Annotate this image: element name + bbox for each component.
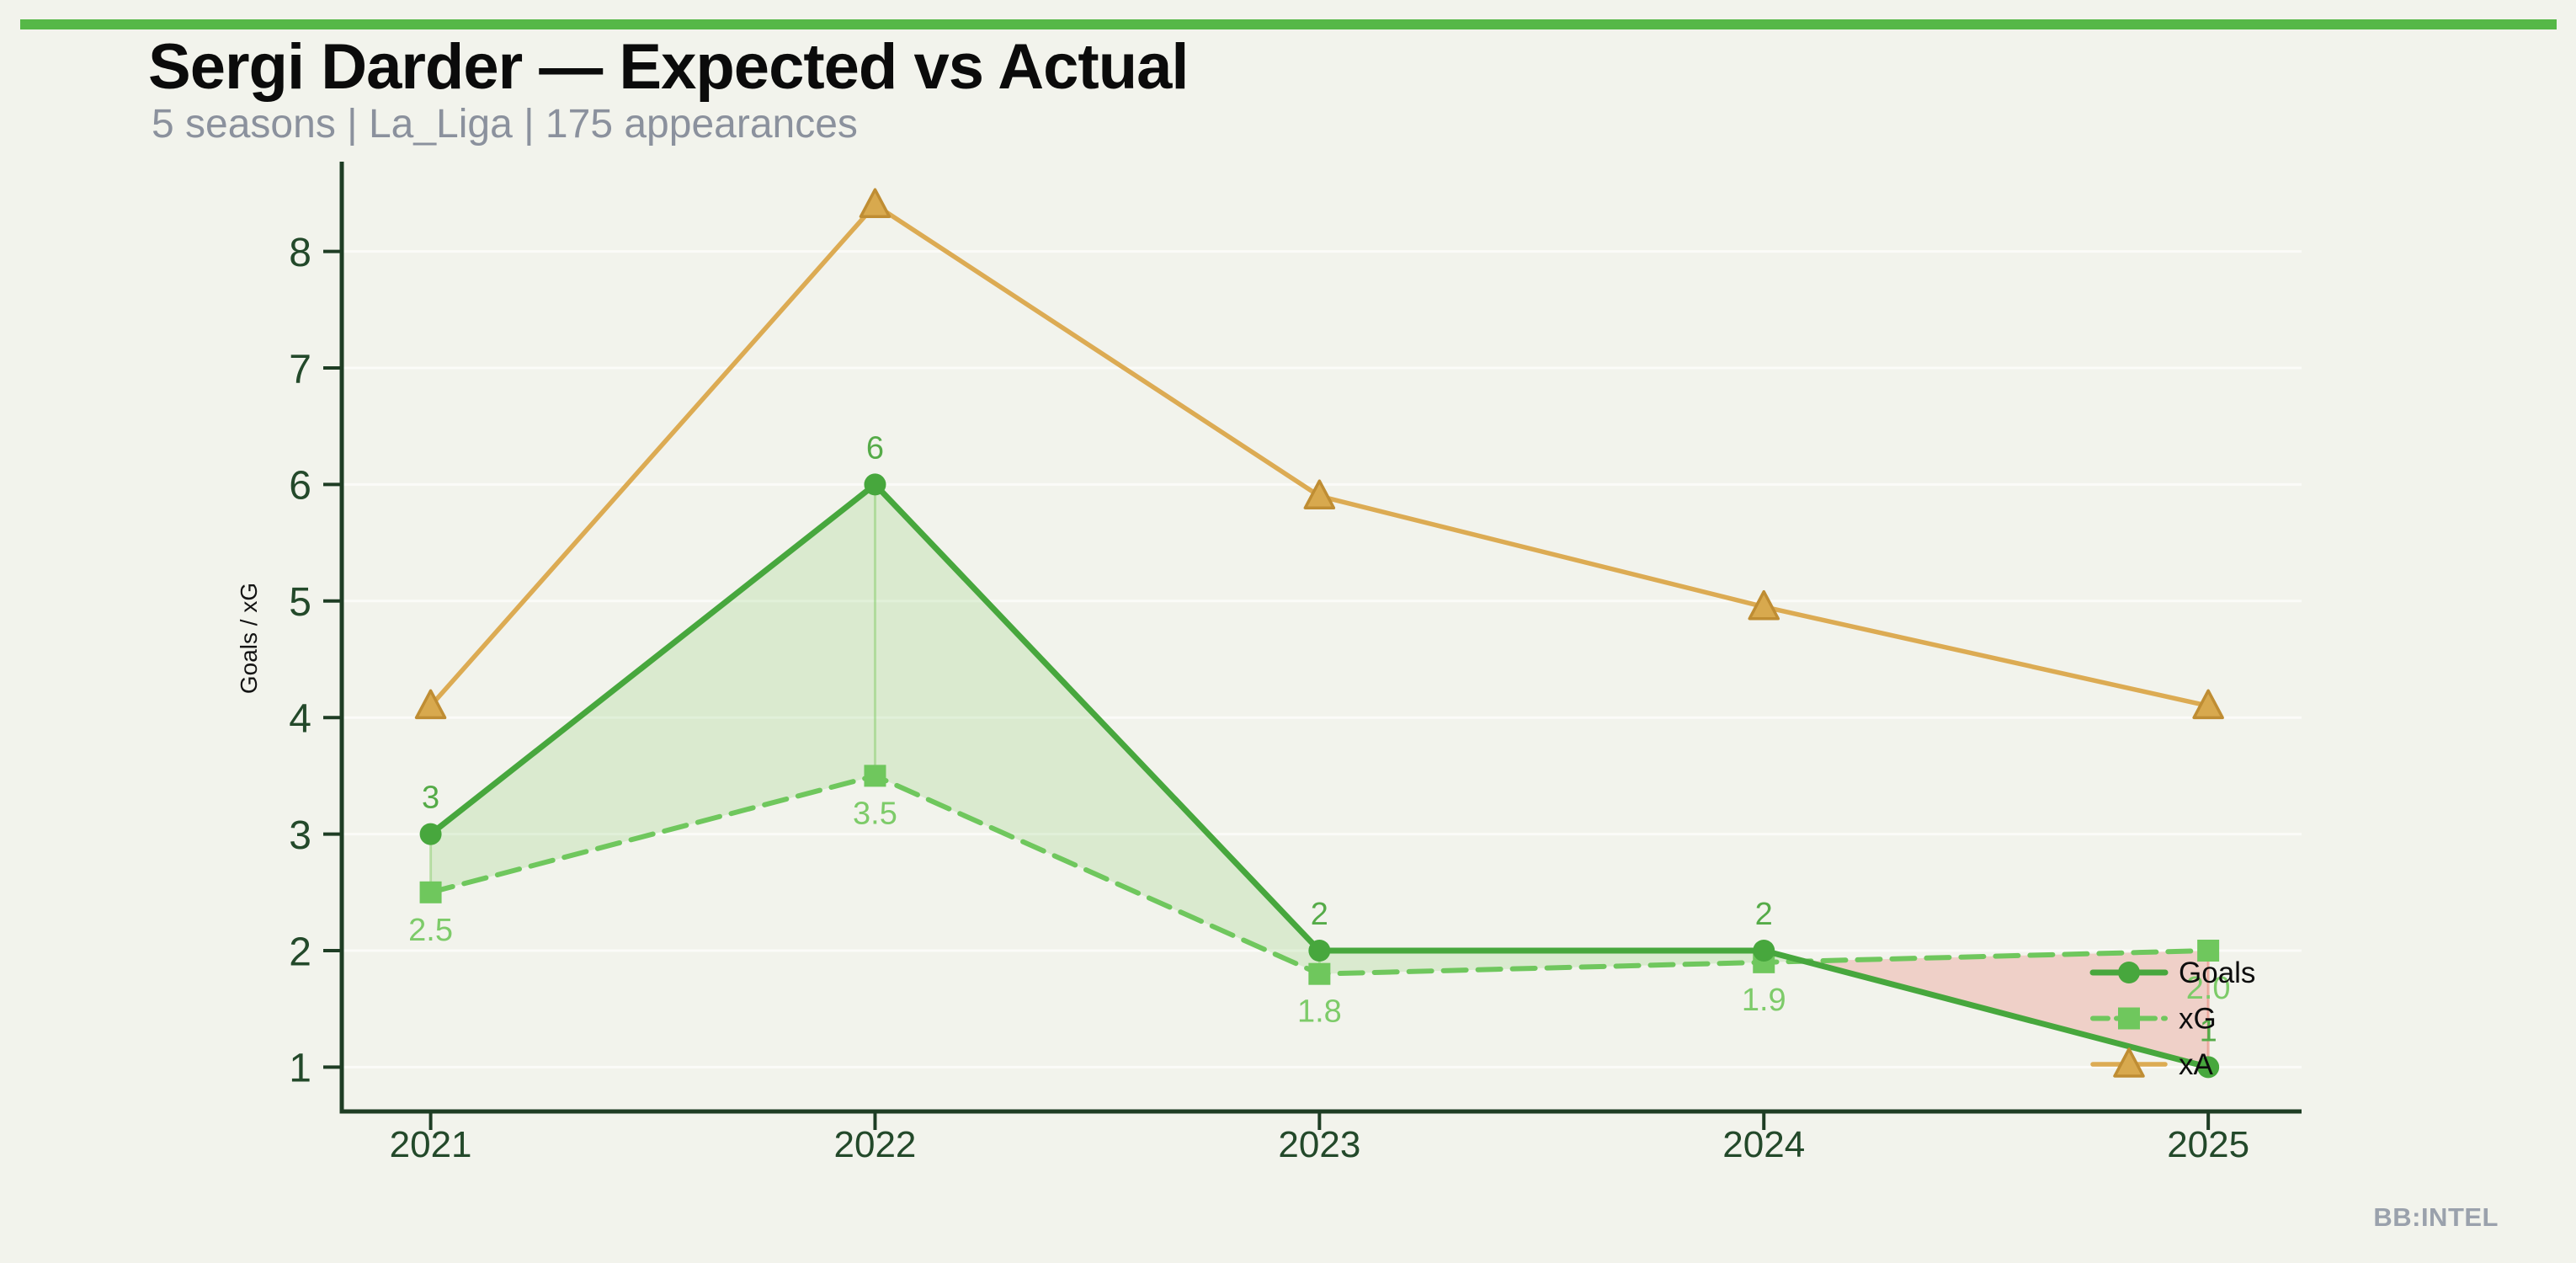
page-subtitle: 5 seasons | La_Liga | 175 appearances (152, 102, 858, 147)
xg-point-2025 (2197, 940, 2220, 962)
y-tick-label-1: 1 (289, 1047, 311, 1091)
xa-point-2025 (2192, 689, 2224, 720)
y-tick-label-6: 6 (289, 464, 311, 509)
y-tick-label-7: 7 (289, 347, 311, 392)
page-title: Sergi Darder — Expected vs Actual (148, 31, 1190, 103)
y-tick-label-3: 3 (289, 813, 311, 858)
goals-point-2022 (864, 473, 886, 496)
x-tick-label-2022: 2022 (834, 1124, 917, 1165)
xa-series (414, 188, 2224, 720)
axes: 1 2 3 4 5 6 7 8 2021 2022 2023 2024 2025 (289, 162, 2302, 1165)
y-tick-label-5: 5 (289, 580, 311, 625)
goals-label-2021: 3 (422, 781, 439, 816)
xg-label-2024: 1.9 (1742, 983, 1786, 1018)
goals-label-2025: 1 (2200, 1013, 2217, 1048)
x-tick-label-2023: 2023 (1278, 1124, 1360, 1165)
y-tick-label-8: 8 (289, 231, 311, 275)
legend: Goals xG xA (2089, 957, 2255, 1081)
x-tick-label-2025: 2025 (2167, 1124, 2249, 1165)
x-tick-label-2021: 2021 (390, 1124, 472, 1165)
xa-point-2024 (1748, 589, 1780, 621)
watermark: BB:INTEL (2373, 1202, 2499, 1232)
goals-point-2023 (1308, 940, 1331, 962)
legend-label-goals: Goals (2179, 957, 2255, 989)
legend-marker-xg (2118, 1007, 2140, 1030)
fill-segment-2022 (875, 484, 1320, 974)
x-tick-label-2024: 2024 (1722, 1124, 1805, 1165)
legend-item-goals: Goals (2089, 957, 2255, 989)
xg-point-2022 (864, 765, 886, 787)
goals-series (419, 473, 2220, 1079)
xg-series (419, 765, 2220, 985)
goals-point-2025 (2197, 1056, 2220, 1079)
xa-point-2022 (859, 188, 891, 218)
xg-label-2022: 3.5 (853, 796, 897, 831)
legend-item-xg: xG (2090, 1003, 2217, 1036)
goals-label-2022: 6 (866, 430, 884, 466)
xa-point-2023 (1303, 479, 1336, 509)
xg-label-2021: 2.5 (408, 913, 453, 948)
xa-point-2021 (414, 689, 447, 720)
fill-segment-2021 (430, 484, 876, 893)
goals-label-2024: 2 (1755, 897, 1773, 932)
y-axis-title: Goals / xG (236, 583, 262, 694)
xg-label-2025: 2.0 (2186, 971, 2231, 1006)
goals-point-2024 (1753, 940, 1775, 962)
legend-item-xa: xA (2090, 1047, 2214, 1081)
point-labels: 3 6 2 2 1 2.5 3.5 1.8 1.9 2.0 (408, 430, 2230, 1048)
xg-point-2023 (1308, 962, 1331, 985)
goals-point-2021 (419, 823, 442, 845)
goals-label-2023: 2 (1311, 897, 1328, 932)
brand-top-bar (20, 19, 2557, 29)
y-tick-label-4: 4 (289, 696, 311, 741)
fill-segment-2023 (1319, 951, 1764, 974)
legend-label-xa: xA (2179, 1048, 2214, 1081)
legend-label-xg: xG (2179, 1003, 2217, 1036)
xg-point-2021 (419, 881, 442, 903)
xg-label-2023: 1.8 (1297, 994, 1342, 1030)
legend-marker-goals (2118, 962, 2140, 983)
legend-marker-xa (2113, 1047, 2145, 1078)
y-tick-label-2: 2 (289, 930, 311, 974)
